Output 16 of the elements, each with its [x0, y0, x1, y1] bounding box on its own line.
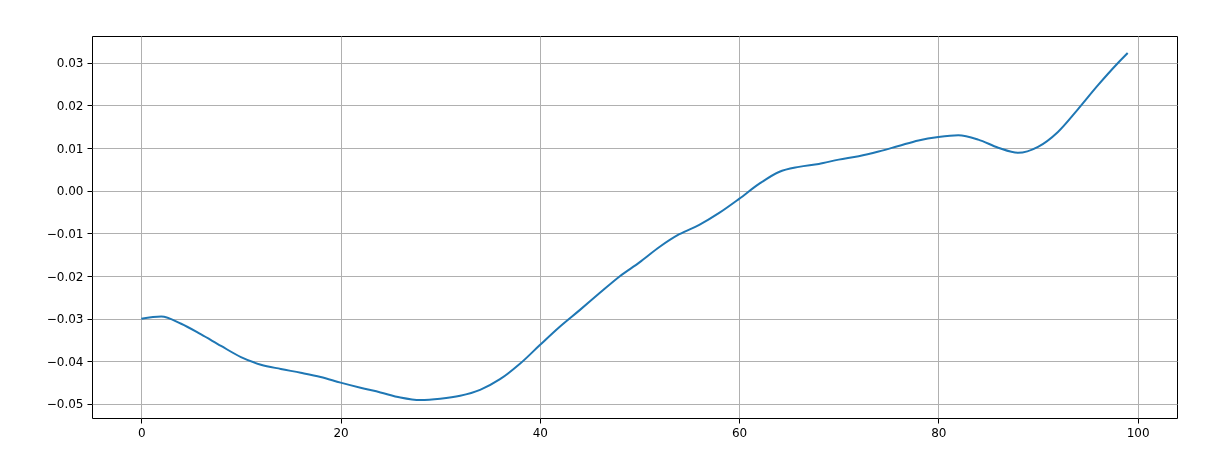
y-tick-label: −0.04	[46, 354, 84, 369]
x-tick-label: 60	[731, 425, 748, 440]
y-tick-label: −0.03	[46, 312, 84, 327]
y-tick-label: 0.02	[56, 98, 84, 113]
x-tick-label: 80	[931, 425, 947, 440]
x-tick-label: 40	[532, 425, 548, 440]
y-tick-label: −0.05	[46, 397, 84, 412]
y-tick-label: −0.01	[46, 226, 84, 241]
y-tick-label: 0.03	[56, 56, 84, 71]
y-tick-label: 0.00	[56, 184, 84, 199]
x-tick-label: 20	[333, 425, 349, 440]
x-tick-label: 0	[138, 425, 146, 440]
y-tick-label: −0.02	[46, 269, 84, 284]
line-series	[140, 52, 1129, 402]
y-tick-label: 0.01	[56, 141, 84, 156]
x-tick-label: 100	[1126, 425, 1150, 440]
